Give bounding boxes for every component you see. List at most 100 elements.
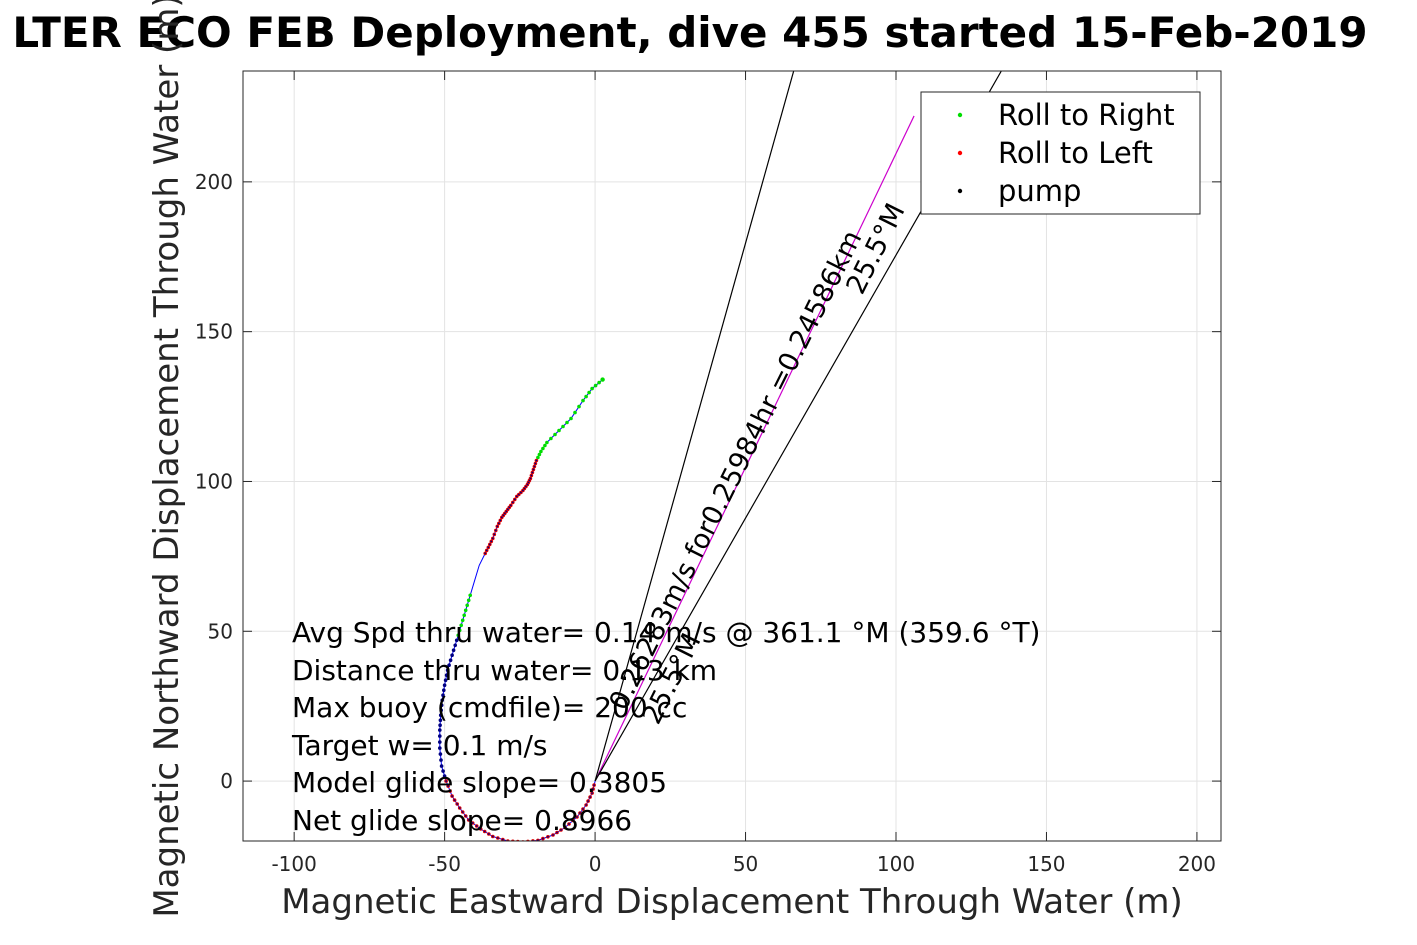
pump-point [448, 658, 453, 662]
roll-left-point [516, 839, 520, 841]
y-tick-label: 50 [208, 619, 233, 643]
pump-overlay-point [494, 529, 497, 532]
legend-label-pump: pump [998, 174, 1081, 208]
pump-point [441, 769, 445, 773]
stat-model-glide: Model glide slope= 0.3805 [292, 766, 667, 799]
pump-overlay-point [501, 838, 504, 841]
pump-overlay-point [582, 808, 584, 810]
pump-overlay-point [576, 816, 578, 818]
pump-point [438, 718, 443, 722]
pump-overlay-point [530, 474, 533, 477]
pump-overlay-point [491, 835, 494, 838]
roll-right-point [584, 394, 588, 399]
roll-right-point [456, 633, 461, 638]
roll-right-point [590, 386, 594, 391]
roll-right-point [460, 618, 465, 623]
chart-title: LTER ECO FEB Deployment, dive 455 starte… [12, 8, 1367, 57]
pump-point [438, 740, 442, 744]
y-tick-label: 200 [195, 170, 233, 194]
stat-net-glide: Net glide slope= 0.8966 [292, 804, 632, 837]
legend: Roll to Right Roll to Left pump [920, 91, 1201, 215]
pump-overlay-point [449, 790, 451, 792]
pump-overlay-point [487, 833, 490, 835]
y-tick-label: 0 [220, 769, 233, 793]
x-tick-label: 150 [1027, 852, 1065, 876]
roll-right-point [553, 432, 557, 437]
pump-overlay-point [458, 807, 461, 809]
legend-label-roll-left: Roll to Left [998, 136, 1153, 170]
roll-right-point [457, 628, 462, 633]
pump-overlay-point [445, 780, 447, 782]
y-axis-label: Magnetic Northward Displacement Through … [147, 0, 187, 918]
pump-overlay-point [502, 514, 505, 517]
pump-point [439, 764, 444, 768]
x-tick-label: 50 [733, 852, 758, 876]
x-axis-label: Magnetic Eastward Displacement Through W… [281, 882, 1183, 922]
pump-point [450, 653, 454, 657]
pump-overlay-point [587, 800, 589, 802]
legend-marker-pump [957, 188, 963, 194]
x-tick-label: -100 [271, 852, 316, 876]
start-point [600, 377, 605, 382]
pump-overlay-point [483, 830, 486, 833]
pump-overlay-point [496, 837, 499, 839]
pump-overlay-point [591, 792, 593, 794]
pump-overlay-point [533, 465, 536, 468]
pump-overlay-point [593, 784, 595, 786]
roll-right-point [581, 398, 585, 403]
legend-marker-roll-right [957, 112, 963, 118]
pump-overlay-point [488, 543, 491, 546]
stat-target-w: Target w= 0.1 m/s [291, 729, 548, 762]
roll-right-point [593, 383, 598, 388]
pump-overlay-point [534, 462, 537, 465]
pump-overlay-point [517, 493, 520, 496]
legend-marker-roll-left [957, 150, 963, 156]
roll-right-point [549, 436, 553, 441]
pump-point [439, 758, 443, 762]
pump-overlay-point [589, 796, 591, 798]
pump-overlay-point [475, 825, 478, 827]
dive-track [438, 377, 605, 841]
pump-overlay-point [508, 506, 511, 509]
pump-overlay-point [568, 823, 570, 825]
pump-point [445, 668, 450, 672]
grid [243, 71, 1221, 841]
pump-overlay-point [464, 815, 467, 817]
roll-right-point [468, 593, 473, 598]
pump-point [442, 774, 447, 778]
pump-point [444, 673, 449, 677]
pump-point [453, 643, 458, 648]
pump-overlay-point [532, 468, 535, 471]
pump-point [438, 723, 442, 727]
pump-overlay-point [505, 510, 508, 513]
pump-overlay-point [451, 795, 453, 797]
pump-overlay-point [456, 803, 459, 805]
pump-overlay-point [461, 811, 464, 813]
legend-label-roll-right: Roll to Right [998, 98, 1175, 132]
stat-avg-speed: Avg Spd thru water= 0.14 m/s @ 361.1 °M … [292, 616, 1040, 649]
pump-overlay-point [572, 819, 574, 822]
pump-overlay-point [522, 489, 524, 492]
pump-point [438, 734, 442, 738]
pump-overlay-point [453, 799, 456, 801]
pump-overlay-point [497, 522, 500, 525]
pump-point [438, 728, 442, 732]
pump-overlay-point [564, 826, 566, 829]
roll-right-point [466, 598, 471, 603]
pump-point [447, 663, 451, 667]
pump-overlay-point [535, 459, 538, 462]
pump-point [440, 698, 445, 702]
pump-overlay-point [592, 788, 594, 790]
pump-overlay-point [503, 512, 506, 515]
x-tick-label: -50 [428, 852, 461, 876]
pump-point [438, 752, 443, 756]
pump-overlay-point [525, 485, 527, 488]
pump-point [442, 683, 447, 687]
roll-right-point [543, 443, 547, 448]
roll-right-point [573, 410, 577, 415]
pump-overlay-point [511, 501, 514, 504]
roll-right-point [569, 416, 573, 421]
pump-overlay-point [513, 498, 516, 501]
roll-right-point [565, 420, 569, 425]
